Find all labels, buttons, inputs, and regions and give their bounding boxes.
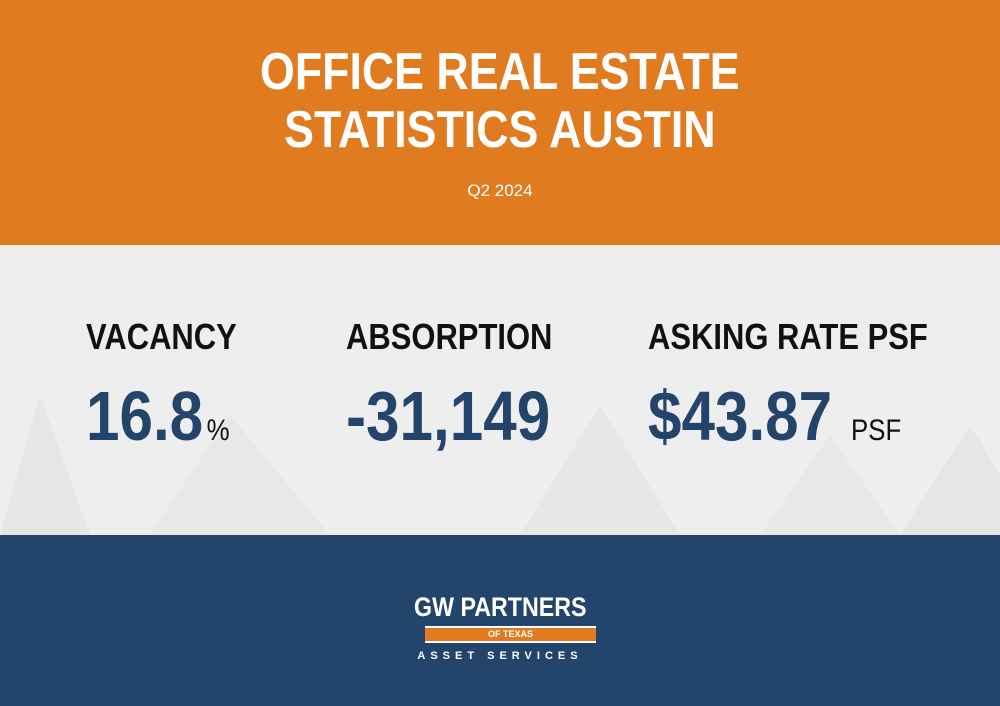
stat-unit: PSF [851, 414, 902, 447]
logo-name: GW PARTNERS [0, 592, 1000, 623]
stat-value: 16.8% [86, 376, 253, 456]
text: ASKING RATE PSF [648, 316, 928, 357]
logo-tagline: OF TEXAS [425, 626, 596, 643]
stat-unit: % [206, 414, 230, 447]
subtitle: Q2 2024 [467, 181, 533, 200]
footer: GW PARTNERS OF TEXAS ASSET SERVICES [0, 535, 1000, 706]
stat-label: ABSORPTION [346, 316, 586, 358]
header: OFFICE REAL ESTATE STATISTICS AUSTIN Q2 … [0, 0, 1000, 245]
title: STATISTICS AUSTIN [0, 100, 1000, 160]
text: $43.87 [648, 377, 833, 455]
text: VACANCY [86, 316, 237, 357]
text: GW PARTNERS [413, 592, 587, 622]
text: -31,149 [346, 377, 551, 455]
title-line: STATISTICS AUSTIN [284, 101, 716, 159]
title: OFFICE REAL ESTATE [0, 42, 1000, 102]
logo-services: ASSET SERVICES [417, 650, 583, 662]
stat-label: ASKING RATE PSF [648, 316, 973, 358]
text: ABSORPTION [346, 316, 553, 357]
stat-value: $43.87 PSF [648, 376, 942, 456]
text: 16.8 [86, 377, 204, 455]
title-line: OFFICE REAL ESTATE [260, 43, 740, 101]
stats-panel [0, 245, 1000, 535]
background-shapes [0, 395, 1000, 535]
stat-value: -31,149 [346, 376, 583, 456]
stat-label: VACANCY [86, 316, 261, 358]
